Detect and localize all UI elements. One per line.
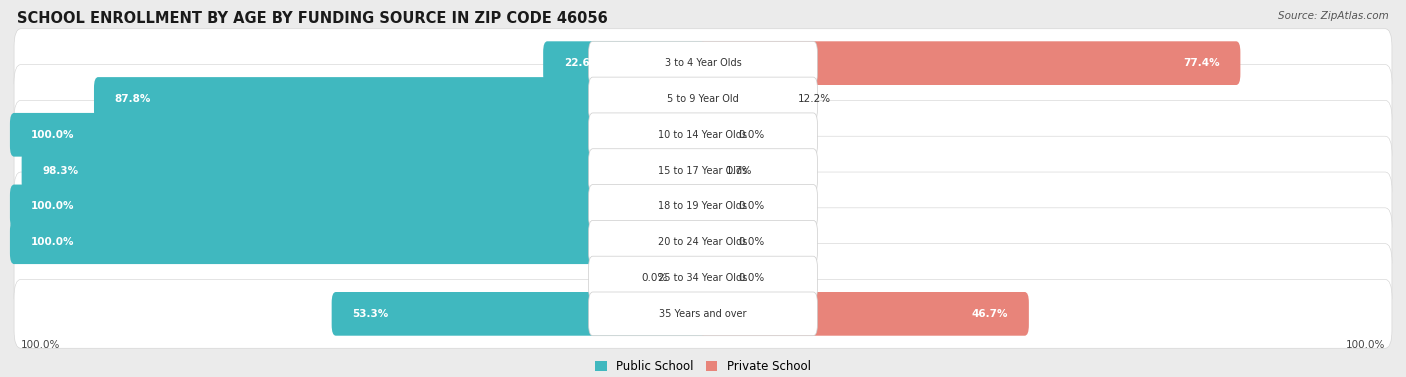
Text: 0.0%: 0.0% — [738, 130, 765, 140]
FancyBboxPatch shape — [589, 185, 817, 228]
FancyBboxPatch shape — [699, 77, 792, 121]
FancyBboxPatch shape — [14, 172, 1392, 241]
FancyBboxPatch shape — [14, 29, 1392, 98]
FancyBboxPatch shape — [14, 244, 1392, 313]
Text: 35 Years and over: 35 Years and over — [659, 309, 747, 319]
FancyBboxPatch shape — [589, 149, 817, 192]
FancyBboxPatch shape — [589, 292, 817, 336]
FancyBboxPatch shape — [700, 260, 731, 296]
FancyBboxPatch shape — [699, 292, 1029, 336]
Text: 0.0%: 0.0% — [641, 273, 668, 283]
Text: 0.0%: 0.0% — [738, 237, 765, 247]
FancyBboxPatch shape — [10, 185, 707, 228]
Text: 3 to 4 Year Olds: 3 to 4 Year Olds — [665, 58, 741, 68]
Text: 100.0%: 100.0% — [31, 237, 75, 247]
FancyBboxPatch shape — [589, 77, 817, 121]
Text: 18 to 19 Year Olds: 18 to 19 Year Olds — [658, 201, 748, 211]
Text: 98.3%: 98.3% — [42, 166, 79, 176]
FancyBboxPatch shape — [700, 116, 731, 153]
Text: 20 to 24 Year Olds: 20 to 24 Year Olds — [658, 237, 748, 247]
Text: 0.0%: 0.0% — [738, 201, 765, 211]
FancyBboxPatch shape — [543, 41, 707, 85]
Text: 5 to 9 Year Old: 5 to 9 Year Old — [666, 94, 740, 104]
Text: 77.4%: 77.4% — [1182, 58, 1220, 68]
Text: 100.0%: 100.0% — [31, 130, 75, 140]
FancyBboxPatch shape — [699, 41, 1240, 85]
FancyBboxPatch shape — [14, 208, 1392, 277]
FancyBboxPatch shape — [14, 279, 1392, 348]
Text: 12.2%: 12.2% — [799, 94, 831, 104]
FancyBboxPatch shape — [10, 113, 707, 156]
Text: 87.8%: 87.8% — [115, 94, 150, 104]
Text: 46.7%: 46.7% — [972, 309, 1008, 319]
Text: 53.3%: 53.3% — [353, 309, 388, 319]
Text: SCHOOL ENROLLMENT BY AGE BY FUNDING SOURCE IN ZIP CODE 46056: SCHOOL ENROLLMENT BY AGE BY FUNDING SOUR… — [17, 11, 607, 26]
FancyBboxPatch shape — [332, 292, 707, 336]
FancyBboxPatch shape — [14, 100, 1392, 169]
Legend: Public School, Private School: Public School, Private School — [591, 355, 815, 377]
FancyBboxPatch shape — [14, 64, 1392, 133]
FancyBboxPatch shape — [589, 41, 817, 85]
Text: 25 to 34 Year Olds: 25 to 34 Year Olds — [658, 273, 748, 283]
FancyBboxPatch shape — [700, 224, 731, 261]
FancyBboxPatch shape — [699, 149, 718, 192]
FancyBboxPatch shape — [589, 256, 817, 300]
FancyBboxPatch shape — [14, 136, 1392, 205]
Text: 22.6%: 22.6% — [564, 58, 600, 68]
Text: 1.7%: 1.7% — [725, 166, 752, 176]
Text: 100.0%: 100.0% — [31, 201, 75, 211]
Text: 100.0%: 100.0% — [21, 340, 60, 349]
FancyBboxPatch shape — [675, 260, 706, 296]
FancyBboxPatch shape — [10, 221, 707, 264]
FancyBboxPatch shape — [589, 113, 817, 156]
FancyBboxPatch shape — [21, 149, 707, 192]
Text: 15 to 17 Year Olds: 15 to 17 Year Olds — [658, 166, 748, 176]
Text: 10 to 14 Year Olds: 10 to 14 Year Olds — [658, 130, 748, 140]
Text: 100.0%: 100.0% — [1346, 340, 1385, 349]
Text: Source: ZipAtlas.com: Source: ZipAtlas.com — [1278, 11, 1389, 21]
FancyBboxPatch shape — [589, 221, 817, 264]
Text: 0.0%: 0.0% — [738, 273, 765, 283]
FancyBboxPatch shape — [94, 77, 707, 121]
FancyBboxPatch shape — [700, 188, 731, 225]
